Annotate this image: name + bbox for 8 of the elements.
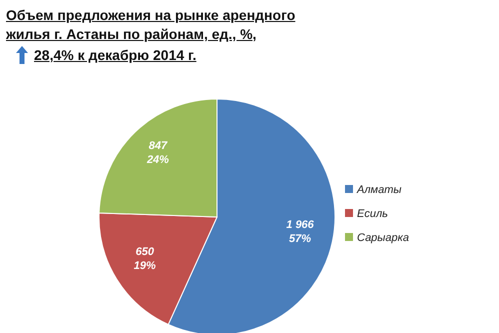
chart-title: Объем предложения на рынке арендного жилья г. Астаны по районам, ед., %,: [6, 6, 296, 44]
legend-label: Есиль: [357, 208, 388, 220]
data-label: 847 24%: [146, 140, 170, 166]
data-label: 650 19%: [134, 246, 156, 272]
chart-subtitle: 28,4% к декабрю 2014 г.: [34, 47, 196, 63]
data-label: 1 966 57%: [286, 218, 315, 245]
legend-label: Сарыарка: [357, 232, 409, 244]
legend-label: Алматы: [357, 184, 402, 196]
